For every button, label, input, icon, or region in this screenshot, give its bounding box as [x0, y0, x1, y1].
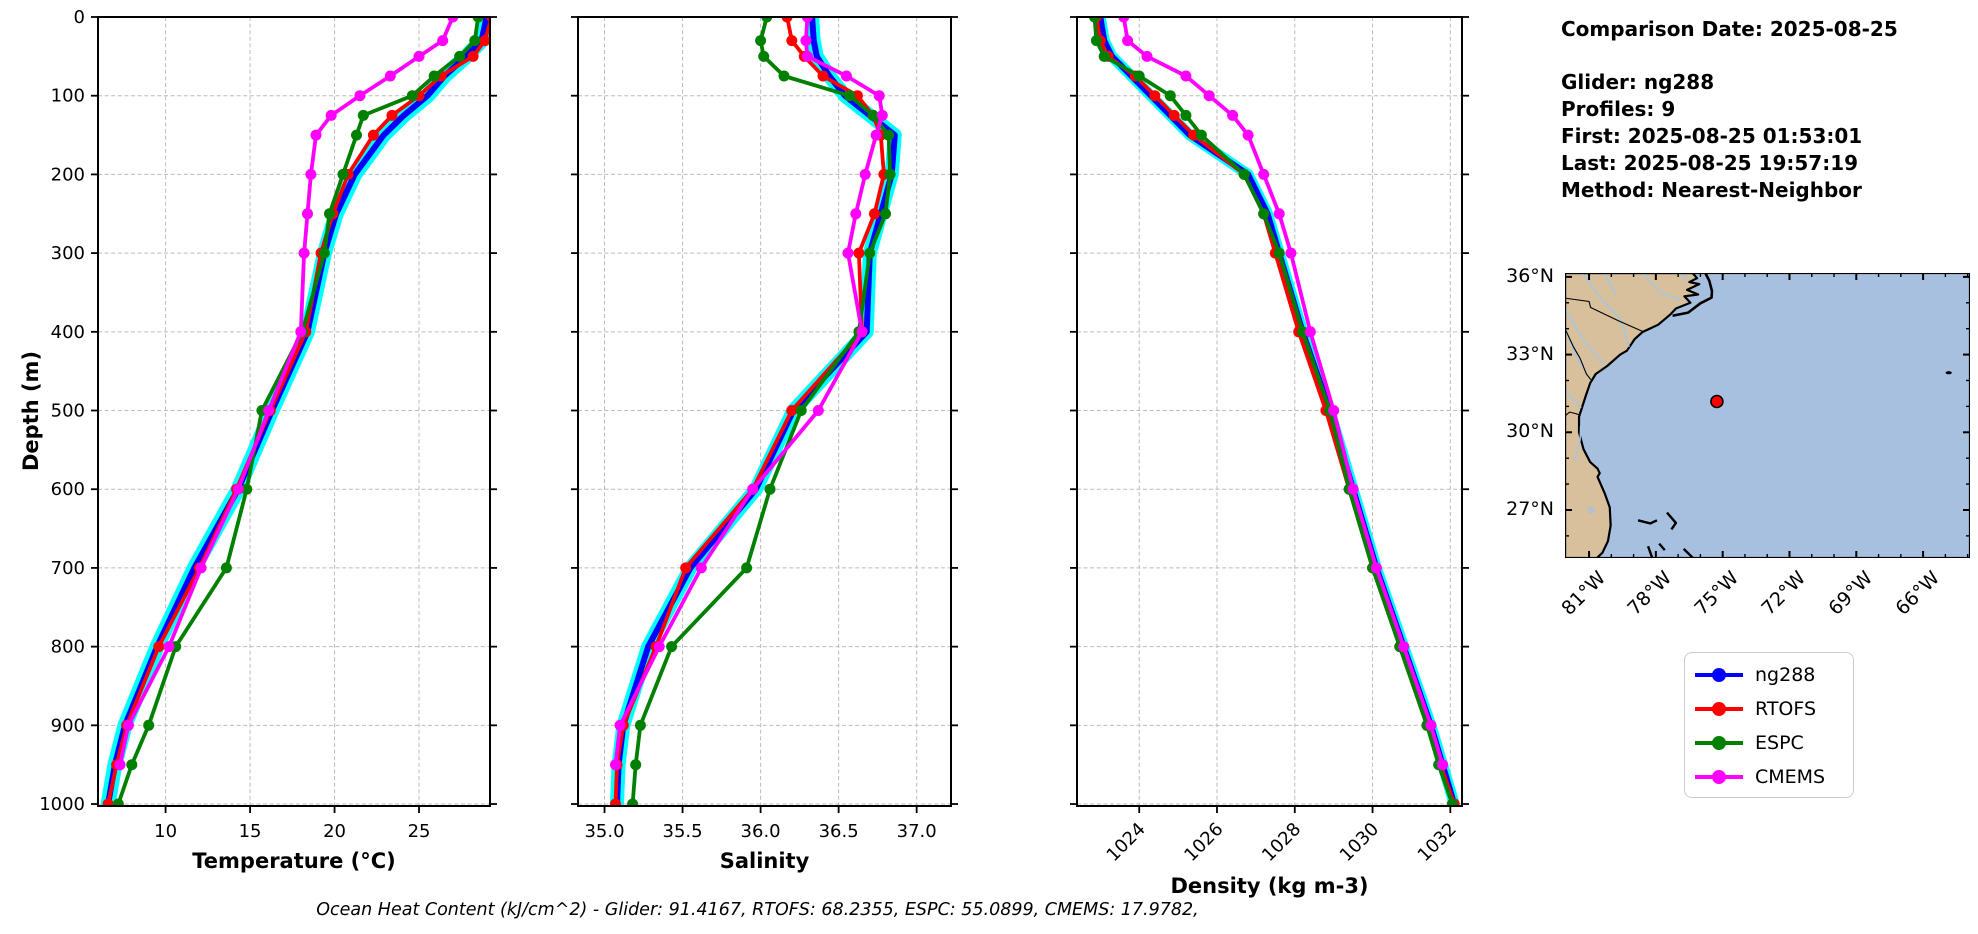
legend-item-RTOFS: RTOFS: [1685, 692, 1853, 726]
series-ESPC: [112, 17, 484, 806]
axis-ticks: [1070, 16, 1469, 813]
chart-temperature: 0 100 200 300 400 500 600 700 800 900 1000 10 15 20 25: [39, 7, 497, 842]
legend-item-ng288: ng288: [1685, 658, 1853, 692]
legend-item-ESPC: ESPC: [1685, 726, 1853, 760]
axis-ticks: [571, 16, 958, 813]
svg-text:20: 20: [323, 821, 346, 842]
svg-text:200: 200: [51, 164, 85, 185]
plot-frame: [577, 16, 952, 807]
svg-text:600: 600: [51, 479, 85, 500]
legend-label: ng288: [1755, 664, 1816, 686]
legend-label: RTOFS: [1755, 698, 1817, 720]
svg-text:0: 0: [74, 7, 85, 28]
svg-text:10: 10: [154, 821, 177, 842]
legend-swatch-RTOFS: [1695, 702, 1743, 716]
map-state-borders: [1565, 298, 1643, 416]
chart-density: 1024 1026 1028 1030 1032: [1070, 16, 1469, 866]
map-rivers: [1565, 273, 1689, 461]
svg-text:36.5: 36.5: [819, 821, 859, 842]
gridlines: [1077, 16, 1462, 806]
axis-ticks: [91, 16, 497, 813]
chart-salinity: 35.0 35.5 36.0 36.5 37.0: [571, 16, 958, 842]
series-CMEMS: [610, 17, 888, 771]
map-lat-label: 30°N: [1506, 420, 1554, 443]
legend-label: ESPC: [1755, 732, 1804, 754]
locator-map: [1565, 273, 1970, 558]
map-land: [1565, 273, 1699, 558]
glider-name-text: Glider: ng288: [1561, 70, 1715, 94]
legend-label: CMEMS: [1755, 766, 1826, 788]
legend-item-CMEMS: CMEMS: [1685, 760, 1853, 794]
series-ESPC: [627, 17, 896, 806]
legend-swatch-ESPC: [1695, 736, 1743, 750]
density-axis-label: Density (kg m-3): [1170, 874, 1369, 898]
map-location-marker: [1710, 394, 1724, 409]
svg-text:1024: 1024: [1103, 819, 1150, 866]
depth-axis-label: Depth (m): [19, 350, 43, 472]
svg-text:15: 15: [239, 821, 262, 842]
map-bermuda: [1945, 371, 1952, 375]
svg-text:1032: 1032: [1414, 819, 1461, 866]
svg-text:1028: 1028: [1258, 819, 1305, 866]
map-lat-label: 36°N: [1506, 264, 1554, 287]
legend-swatch-ng288: [1695, 668, 1743, 682]
last-profile-time-text: Last: 2025-08-25 19:57:19: [1561, 151, 1859, 175]
tick-labels: 0 100 200 300 400 500 600 700 800 900 1000 10 15 20 25: [39, 7, 430, 842]
gridlines: [98, 16, 490, 806]
svg-text:500: 500: [51, 401, 85, 422]
svg-text:1030: 1030: [1336, 819, 1383, 866]
svg-text:1000: 1000: [39, 794, 85, 815]
profiles-count-text: Profiles: 9: [1561, 97, 1676, 121]
svg-text:37.0: 37.0: [897, 821, 937, 842]
ohc-caption: Ocean Heat Content (kJ/cm^2) - Glider: 9…: [316, 900, 1199, 920]
svg-text:25: 25: [408, 821, 431, 842]
series-CMEMS: [114, 17, 459, 771]
svg-text:36.0: 36.0: [741, 821, 781, 842]
temperature-axis-label: Temperature (°C): [192, 849, 396, 873]
map-lat-label: 33°N: [1506, 342, 1554, 365]
svg-text:100: 100: [51, 86, 85, 107]
map-lake-okeechobee: [1587, 506, 1596, 514]
comparison-info-block: Comparison Date: 2025-08-25 Glider: ng28…: [1561, 16, 1898, 204]
legend-swatch-CMEMS: [1695, 770, 1743, 784]
svg-text:1026: 1026: [1180, 819, 1227, 866]
chart-legend: ng288 RTOFS ESPC CMEMS: [1684, 652, 1854, 798]
svg-text:35.0: 35.0: [584, 821, 624, 842]
plot-frame: [1076, 16, 1463, 807]
svg-text:900: 900: [51, 715, 85, 736]
tick-labels: 1024 1026 1028 1030 1032: [1103, 819, 1461, 866]
first-profile-time-text: First: 2025-08-25 01:53:01: [1561, 124, 1863, 148]
series-CMEMS: [1118, 17, 1449, 771]
svg-text:400: 400: [51, 322, 85, 343]
info-spacer: [1561, 43, 1898, 69]
svg-text:300: 300: [51, 243, 85, 264]
svg-text:800: 800: [51, 637, 85, 658]
comparison-date-text: Comparison Date: 2025-08-25: [1561, 17, 1898, 41]
map-lat-label: 27°N: [1506, 497, 1554, 520]
svg-text:35.5: 35.5: [663, 821, 703, 842]
method-text: Method: Nearest-Neighbor: [1561, 178, 1862, 202]
plot-frame: [97, 16, 491, 807]
salinity-axis-label: Salinity: [719, 849, 810, 873]
tick-labels: 35.0 35.5 36.0 36.5 37.0: [584, 821, 936, 842]
svg-text:700: 700: [51, 558, 85, 579]
map-outer-banks: [1673, 273, 1712, 316]
